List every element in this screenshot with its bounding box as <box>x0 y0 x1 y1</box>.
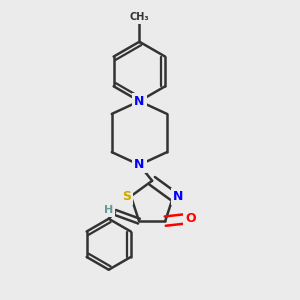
Text: N: N <box>134 95 145 108</box>
Text: O: O <box>185 212 196 226</box>
Text: H: H <box>104 205 113 215</box>
Text: N: N <box>173 190 183 203</box>
Text: CH₃: CH₃ <box>130 12 149 22</box>
Text: N: N <box>134 158 145 171</box>
Text: S: S <box>122 190 131 203</box>
